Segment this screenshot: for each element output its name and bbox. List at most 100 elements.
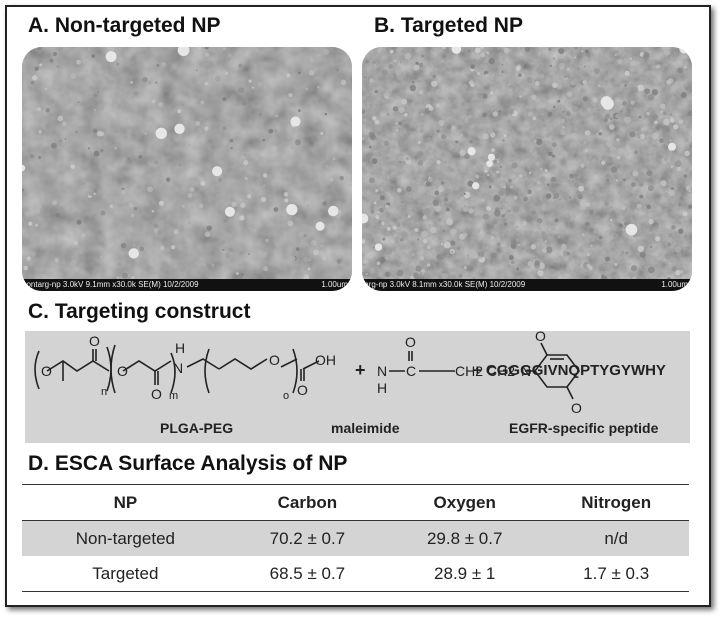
particle xyxy=(569,173,575,179)
particle xyxy=(336,258,342,264)
particle xyxy=(435,103,441,108)
particle xyxy=(641,216,644,219)
particle xyxy=(273,207,279,212)
particle xyxy=(190,161,195,167)
particle xyxy=(486,205,492,212)
particle xyxy=(97,91,100,94)
particle xyxy=(498,190,505,197)
particle xyxy=(365,222,369,226)
particle xyxy=(668,189,676,197)
sem-texture xyxy=(362,47,692,291)
particle xyxy=(49,98,55,105)
particle xyxy=(303,234,307,238)
particle xyxy=(538,51,542,55)
particle xyxy=(443,241,451,249)
particle xyxy=(574,47,578,50)
particle xyxy=(390,239,395,244)
particle xyxy=(263,266,269,272)
table-cell: 1.7 ± 0.3 xyxy=(543,556,689,592)
particle xyxy=(187,193,193,198)
particle xyxy=(647,94,655,101)
particle xyxy=(287,189,293,196)
particle xyxy=(560,66,564,70)
particle xyxy=(61,121,67,127)
particle xyxy=(556,83,563,90)
particle xyxy=(468,237,472,241)
particle xyxy=(594,47,597,51)
particle xyxy=(501,214,505,218)
particle xyxy=(681,241,683,244)
particle xyxy=(417,238,420,241)
particle xyxy=(678,119,684,125)
particle xyxy=(456,252,463,260)
particle xyxy=(317,85,320,89)
particle xyxy=(290,255,296,262)
bright-particle xyxy=(315,221,325,231)
particle xyxy=(509,51,514,56)
particle xyxy=(414,227,419,233)
particle xyxy=(636,203,642,209)
particle xyxy=(247,194,252,199)
particle xyxy=(135,138,138,141)
particle xyxy=(428,223,431,226)
particle xyxy=(527,111,533,117)
particle xyxy=(165,223,171,229)
particle xyxy=(238,87,245,94)
particle xyxy=(464,52,469,57)
particle xyxy=(643,52,650,59)
particle xyxy=(629,131,636,138)
particle xyxy=(500,208,506,215)
particle xyxy=(368,145,372,149)
bright-particle xyxy=(487,153,495,161)
particle xyxy=(531,210,536,215)
particle xyxy=(688,204,692,209)
particle xyxy=(345,148,350,153)
particle xyxy=(575,126,577,129)
particle xyxy=(497,160,499,163)
particle xyxy=(426,263,431,267)
particle xyxy=(481,199,485,203)
sem-caption: nontarg-np 3.0kV 9.1mm x30.0k SE(M) 10/2… xyxy=(22,280,199,289)
particle xyxy=(674,160,682,167)
particle xyxy=(566,91,573,98)
particle xyxy=(557,235,561,239)
particle xyxy=(286,73,291,78)
particle xyxy=(212,264,215,267)
particle xyxy=(579,200,586,207)
particle xyxy=(397,140,405,148)
particle xyxy=(571,132,577,139)
particle xyxy=(649,202,653,206)
particle xyxy=(399,61,402,64)
particle xyxy=(310,59,314,63)
particle xyxy=(545,133,551,139)
particle xyxy=(93,150,100,157)
particle xyxy=(55,212,60,218)
particle xyxy=(468,208,474,214)
particle xyxy=(162,171,166,176)
particle xyxy=(549,64,553,68)
particle xyxy=(380,256,386,263)
particle xyxy=(222,240,226,244)
particle xyxy=(426,137,432,143)
bond xyxy=(186,358,220,370)
particle xyxy=(467,49,471,53)
particle xyxy=(466,113,469,116)
particle xyxy=(418,90,423,95)
particle xyxy=(317,54,320,57)
particle xyxy=(628,145,631,148)
particle xyxy=(415,61,419,66)
particle xyxy=(388,64,394,70)
particle xyxy=(398,121,403,126)
particle xyxy=(275,114,279,118)
particle xyxy=(239,215,245,221)
particle xyxy=(404,53,412,60)
particle xyxy=(664,157,668,162)
particle xyxy=(489,91,494,95)
header-cell: Carbon xyxy=(228,484,387,521)
particle xyxy=(621,205,626,211)
particle xyxy=(461,84,468,91)
particle xyxy=(228,247,234,253)
particle xyxy=(419,260,424,265)
particle xyxy=(499,182,506,188)
particle xyxy=(369,78,374,84)
